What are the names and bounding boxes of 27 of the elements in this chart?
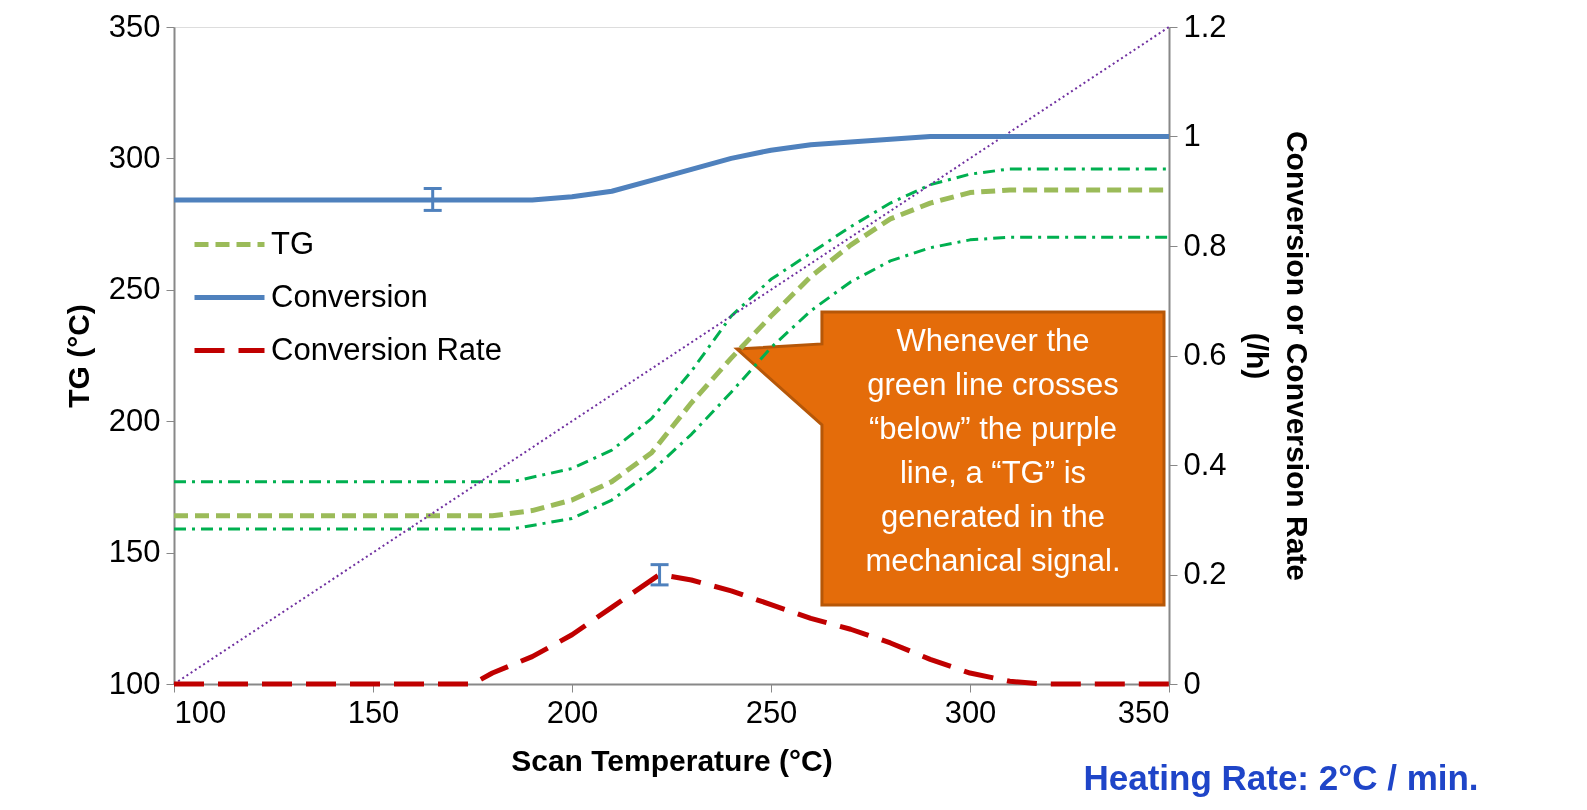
- y-tick-label: 250: [108, 271, 161, 307]
- x-tick-label: 100: [174, 694, 227, 730]
- x-tick-label: 250: [745, 694, 798, 730]
- text: Heating Rate: 2°C / min.: [1083, 758, 1479, 797]
- legend-label: Conversion: [271, 278, 428, 314]
- y2-tick-label: 0.4: [1183, 446, 1227, 482]
- y-tick-label: 300: [108, 139, 161, 175]
- x-axis-title: Scan Temperature (°C): [511, 743, 833, 777]
- annotation: Whenever the green line crosses “below” the purple line, a “TG” is generated in the mechanical signal.: [865, 323, 1121, 578]
- y2-tick-label: 1.2: [1183, 8, 1227, 44]
- y2-tick-label: 0.6: [1183, 337, 1227, 372]
- y2-tick-label: 0.2: [1183, 556, 1227, 591]
- legend-label: Conversion Rate: [271, 331, 502, 367]
- x-tick-label: 200: [546, 694, 599, 730]
- x-tick-label: 300: [944, 694, 997, 730]
- y2-tick-label: 0: [1183, 665, 1201, 701]
- x-tick-label: 350: [1117, 694, 1170, 730]
- y2-tick-label: 0.8: [1183, 227, 1227, 263]
- y2-tick-label: 1: [1183, 118, 1201, 153]
- y-axis-title: TG (°C): [61, 304, 95, 408]
- y-tick-label: 200: [108, 402, 161, 438]
- x-tick-label: 150: [347, 694, 400, 730]
- y-tick-label: 350: [108, 8, 161, 44]
- legend-label: TG: [271, 225, 315, 261]
- y-tick-label: 150: [108, 534, 161, 570]
- y-tick-label: 100: [108, 665, 161, 701]
- y2-axis-title: Conversion or Conversion Rate (/h): [1240, 130, 1314, 582]
